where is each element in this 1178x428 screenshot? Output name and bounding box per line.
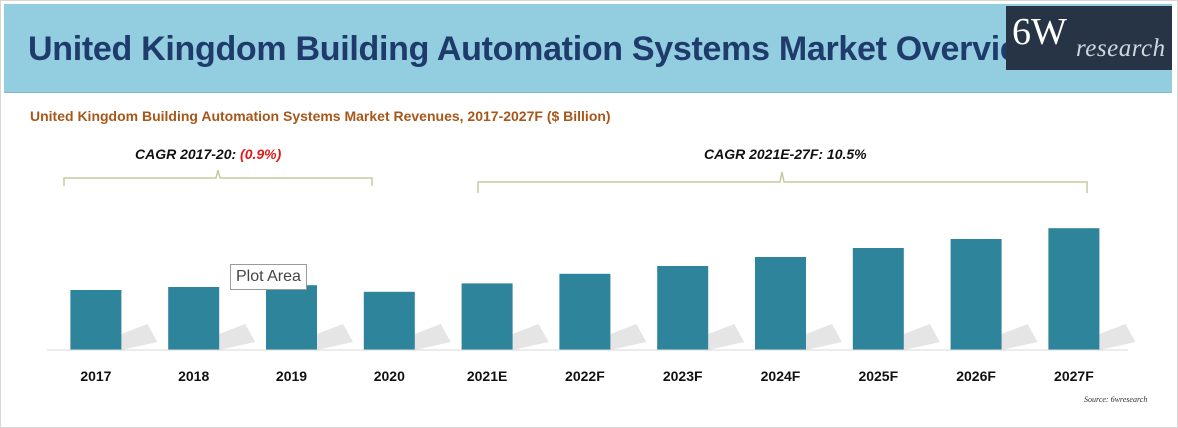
logo-main-text: 6W [1012, 11, 1067, 53]
header-banner: United Kingdom Building Automation Syste… [4, 4, 1172, 93]
bar-2025F [852, 248, 904, 350]
page-title: United Kingdom Building Automation Syste… [28, 30, 1045, 68]
x-tick-label-2022F: 2022F [565, 368, 605, 384]
bar-2018 [168, 287, 220, 350]
cagr-annotation-2017-20: CAGR 2017-20: (0.9%) [135, 146, 281, 162]
bar-shadow [219, 324, 256, 350]
bar-shadow [414, 324, 451, 350]
x-tick-label-2023F: 2023F [663, 368, 703, 384]
bar-shadow [610, 324, 647, 350]
bar-shadows [121, 324, 1136, 350]
bar-2023F [657, 266, 709, 350]
bar-2024F [755, 257, 806, 350]
cagr-annotation-2021-27: CAGR 2021E-27F: 10.5% [704, 146, 867, 162]
cagr-bracket-2017-20 [63, 169, 373, 186]
bar-series [70, 228, 1100, 350]
bar-shadow [317, 324, 353, 350]
bar-shadow [903, 324, 940, 350]
bar-2022F [559, 273, 611, 350]
x-tick-label-2021E: 2021E [467, 368, 507, 384]
bar-2020 [363, 291, 415, 350]
chart-title: United Kingdom Building Automation Syste… [30, 108, 611, 124]
cagr-label-2017-20: CAGR 2017-20: [135, 146, 241, 162]
bar-shadow [1099, 324, 1136, 350]
bar-2027F [1048, 228, 1100, 350]
x-tick-label-2027F: 2027F [1054, 368, 1094, 384]
x-tick-label-2018: 2018 [178, 368, 209, 384]
bar-shadow [806, 324, 842, 350]
bar-shadow [121, 324, 158, 350]
bar-shadow [1001, 324, 1038, 350]
bar-shadow [708, 324, 745, 350]
bar-shadow [512, 324, 549, 350]
x-tick-label-2020: 2020 [374, 368, 405, 384]
x-tick-label-2024F: 2024F [761, 368, 801, 384]
source-note: Source: 6wresearch [1084, 395, 1148, 404]
brand-logo: 6W research [1006, 6, 1172, 70]
plot-area-tooltip: Plot Area [230, 264, 307, 290]
bar-2017 [70, 290, 122, 350]
x-axis-tick-labels: 2017 2018 2019 2020 2021E 2022F 2023F 2024F 2025… [80, 368, 1094, 384]
cagr-value-2017-20: (0.9%) [240, 146, 282, 162]
x-tick-label-2019: 2019 [276, 368, 307, 384]
x-tick-label-2025F: 2025F [858, 368, 898, 384]
bar-2019 [266, 285, 317, 350]
logo-sub-text: research [1076, 35, 1166, 62]
bar-2021E [461, 283, 513, 350]
bar-2026F [950, 239, 1002, 350]
x-tick-label-2026F: 2026F [956, 368, 996, 384]
x-tick-label-2017: 2017 [80, 368, 111, 384]
cagr-brackets [63, 169, 1088, 193]
cagr-bracket-2021-27 [477, 171, 1088, 193]
